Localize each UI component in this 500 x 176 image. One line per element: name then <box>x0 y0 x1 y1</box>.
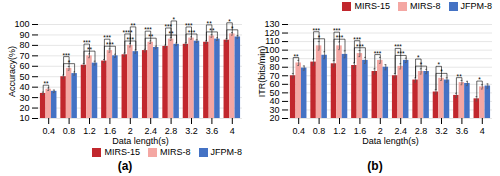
svg-text:3.2: 3.2 <box>185 126 198 136</box>
svg-text:*: * <box>68 59 71 66</box>
svg-text:30: 30 <box>19 92 29 102</box>
svg-text:*: * <box>228 18 231 25</box>
svg-text:2: 2 <box>128 126 133 136</box>
svg-text:3.2: 3.2 <box>435 126 448 136</box>
svg-text:**: ** <box>169 30 175 37</box>
svg-text:***: *** <box>374 50 382 57</box>
svg-text:4: 4 <box>480 126 485 136</box>
svg-text:*: * <box>478 76 481 83</box>
svg-text:***: *** <box>165 23 173 30</box>
svg-text:***: *** <box>353 36 361 43</box>
svg-text:***: *** <box>63 52 71 59</box>
svg-text:*: * <box>173 16 176 23</box>
svg-text:1.6: 1.6 <box>354 126 367 136</box>
svg-text:***: *** <box>336 34 344 41</box>
svg-text:1.6: 1.6 <box>104 126 117 136</box>
svg-text:50: 50 <box>19 72 29 82</box>
svg-text:Accuracy(%): Accuracy(%) <box>7 46 17 97</box>
svg-text:3.6: 3.6 <box>206 126 219 136</box>
svg-text:1.2: 1.2 <box>83 126 96 136</box>
svg-text:**: ** <box>131 22 137 29</box>
svg-text:*: * <box>437 61 440 68</box>
svg-text:3.6: 3.6 <box>456 126 469 136</box>
svg-text:***: *** <box>144 26 152 33</box>
svg-text:130: 130 <box>264 19 279 29</box>
svg-text:80: 80 <box>19 40 29 50</box>
svg-text:60: 60 <box>269 79 279 89</box>
html-text:JFPM-8: JFPM-8 <box>210 147 242 157</box>
svg-text:0.8: 0.8 <box>63 126 76 136</box>
html-text:JFPM-8: JFPM-8 <box>460 1 492 11</box>
svg-text:**: ** <box>87 46 93 53</box>
svg-text:Data length(s): Data length(s) <box>362 136 419 146</box>
svg-text:*: * <box>318 34 321 41</box>
svg-text:10: 10 <box>19 113 29 123</box>
svg-text:70: 70 <box>269 71 279 81</box>
svg-text:50: 50 <box>269 88 279 98</box>
svg-text:**: ** <box>457 73 463 80</box>
svg-text:0.4: 0.4 <box>42 126 55 136</box>
svg-text:20: 20 <box>269 113 279 123</box>
svg-text:***: *** <box>106 41 114 48</box>
svg-text:40: 40 <box>269 96 279 106</box>
svg-text:60: 60 <box>19 61 29 71</box>
svg-text:**: ** <box>293 53 299 60</box>
svg-text:100: 100 <box>264 45 280 55</box>
html-text:(a): (a) <box>117 159 133 173</box>
html-text:MIRS-8: MIRS-8 <box>410 1 441 11</box>
svg-text:***: *** <box>356 43 364 50</box>
html-text:MIRS-8: MIRS-8 <box>160 147 191 157</box>
svg-text:2: 2 <box>378 126 383 136</box>
html-text:(b): (b) <box>367 159 383 173</box>
svg-text:2.8: 2.8 <box>415 126 428 136</box>
svg-text:70: 70 <box>19 51 29 61</box>
svg-text:**: ** <box>207 20 213 27</box>
svg-text:90: 90 <box>19 30 29 40</box>
svg-text:****: **** <box>122 29 133 36</box>
svg-text:90: 90 <box>269 54 279 64</box>
svg-text:80: 80 <box>269 62 279 72</box>
svg-text:*: * <box>420 61 423 68</box>
svg-text:Data length(s): Data length(s) <box>112 136 169 146</box>
svg-text:***: *** <box>185 22 193 29</box>
svg-text:***: *** <box>397 50 405 57</box>
svg-text:*: * <box>440 68 443 75</box>
svg-text:**: ** <box>209 27 215 34</box>
svg-text:0.8: 0.8 <box>313 126 326 136</box>
svg-text:1.2: 1.2 <box>333 126 346 136</box>
svg-text:***: *** <box>83 39 91 46</box>
svg-text:***: *** <box>127 36 135 43</box>
svg-text:120: 120 <box>264 28 279 38</box>
svg-text:2.8: 2.8 <box>165 126 178 136</box>
svg-text:4: 4 <box>230 126 235 136</box>
svg-text:40: 40 <box>19 82 29 92</box>
svg-text:2.4: 2.4 <box>144 126 157 136</box>
svg-text:*: * <box>417 54 420 61</box>
svg-text:ITR(bits/min): ITR(bits/min) <box>257 46 267 98</box>
html-text:MIRS-15: MIRS-15 <box>354 1 390 11</box>
svg-text:110: 110 <box>265 36 279 46</box>
svg-text:***: *** <box>394 43 402 50</box>
svg-text:***: *** <box>103 34 111 41</box>
svg-text:100: 100 <box>14 19 29 29</box>
html-text:MIRS-15: MIRS-15 <box>104 147 140 157</box>
svg-text:***: *** <box>188 29 196 36</box>
svg-text:***: *** <box>313 27 321 34</box>
svg-text:0.4: 0.4 <box>292 126 305 136</box>
svg-text:**: ** <box>43 80 49 87</box>
svg-text:30: 30 <box>269 105 279 115</box>
svg-text:2.4: 2.4 <box>394 126 407 136</box>
svg-text:***: *** <box>333 27 341 34</box>
svg-text:20: 20 <box>19 103 29 113</box>
svg-text:**: ** <box>148 33 154 40</box>
svg-text:*: * <box>231 25 234 32</box>
